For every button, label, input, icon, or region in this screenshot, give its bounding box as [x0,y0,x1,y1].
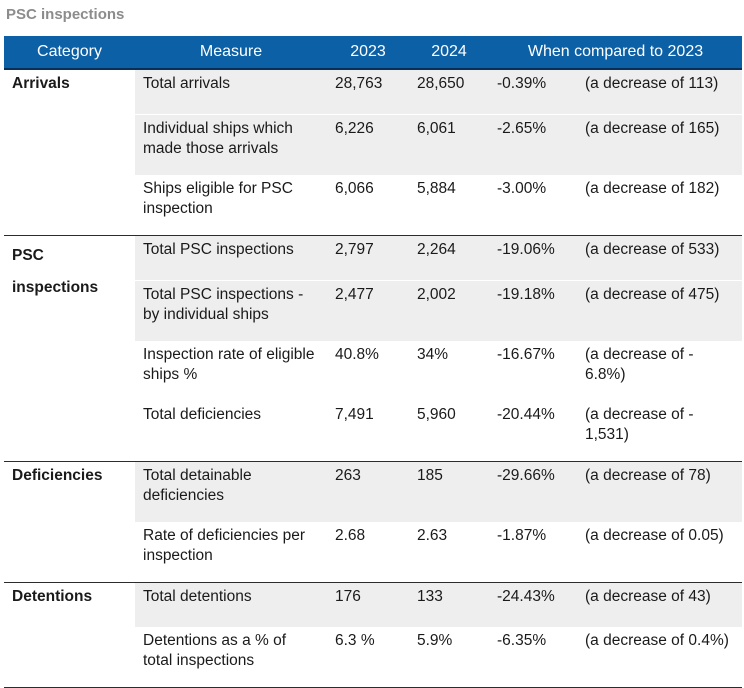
percent-change-cell: -24.43% [489,582,577,627]
measure-cell: Individual ships which made those arriva… [135,114,327,175]
category-psc-inspections: PSC inspections [4,235,135,462]
table-row: Rate of deficiencies per inspection 2.68… [4,522,742,583]
change-note-cell: (a decrease of 0.05) [577,522,742,583]
table-header-row: Category Measure 2023 2024 When compared… [4,36,742,70]
value-2024-cell: 6,061 [409,114,489,175]
change-note-cell: (a decrease of 113) [577,69,742,115]
value-2023-cell: 6.3 % [327,627,409,688]
header-measure: Measure [135,36,327,70]
page-title: PSC inspections [6,6,125,23]
measure-cell: Total PSC inspections [135,235,327,281]
change-note-cell: (a decrease of - 6.8%) [585,346,694,383]
table-row: Total PSC inspections - by individual sh… [4,280,742,341]
measure-cell: Total PSC inspections - by individual sh… [135,280,327,341]
value-2024-cell: 133 [409,582,489,627]
percent-change-cell: -29.66% [489,461,577,522]
category-line: PSC [12,247,44,264]
percent-change-cell: -6.35% [489,627,577,688]
value-2023-cell: 40.8% [335,346,379,363]
table-row: Individual ships which made those arriva… [4,114,742,175]
category-line: inspections [12,279,99,296]
value-2023-cell: 28,763 [327,69,409,115]
value-2024-cell: 5.9% [409,627,489,688]
table-row: PSC inspections Total PSC inspections 2,… [4,235,742,462]
table-row: Inspection rate of eligible ships % 40.8… [4,341,742,401]
percent-change-cell: -20.44% [489,401,577,462]
percent-change-cell: -19.06% [489,235,577,281]
psc-inspections-table: Category Measure 2023 2024 When compared… [4,36,742,688]
value-2023-cell: 2.68 [327,522,409,583]
change-note-cell: (a decrease of 78) [577,461,742,522]
percent-change-cell: -3.00% [489,175,577,236]
table-row: Detentions Total detentions 176 133 -24.… [4,582,742,688]
measure-cell: Ships eligible for PSC inspection [135,175,327,236]
measure-cell: Inspection rate of eligible ships % [143,346,315,383]
value-2023-cell: 2,797 [327,235,409,281]
category-arrivals: Arrivals [4,69,135,236]
table-row: Ships eligible for PSC inspection 6,066 … [4,175,742,236]
value-2023-cell: 6,226 [327,114,409,175]
change-note-cell: (a decrease of 43) [577,582,742,627]
measure-cell: Total detentions [135,582,327,627]
value-2024-cell: 5,960 [409,401,489,462]
percent-change-cell: -19.18% [489,280,577,341]
change-note-cell: (a decrease of 0.4%) [577,627,742,688]
value-2023-cell: 2,477 [327,280,409,341]
change-note-cell: (a decrease of - 1,531) [577,401,742,462]
value-2024-cell: 185 [409,461,489,522]
value-2024-cell: 2,264 [409,235,489,281]
percent-change-cell: -1.87% [489,522,577,583]
table-row: Arrivals Total arrivals 28,763 28,650 -0… [4,69,742,236]
value-2024-cell: 5,884 [409,175,489,236]
change-note-cell: (a decrease of 182) [577,175,742,236]
header-category: Category [4,36,135,70]
value-2023-cell: 7,491 [327,401,409,462]
value-2023-cell: 6,066 [327,175,409,236]
value-2023-cell: 263 [327,461,409,522]
percent-change-cell: -2.65% [489,114,577,175]
value-2024-cell: 28,650 [409,69,489,115]
value-2024-cell: 2,002 [409,280,489,341]
value-2024-cell: 34% [417,346,449,363]
header-2023: 2023 [327,36,409,70]
measure-cell: Detentions as a % of total inspections [135,627,327,688]
measure-cell: Total detainable deficiencies [135,461,327,522]
measure-cell: Total arrivals [135,69,327,115]
percent-change-cell: -0.39% [489,69,577,115]
value-2023-cell: 176 [327,582,409,627]
header-2024: 2024 [409,36,489,70]
measure-cell: Total deficiencies [135,401,327,462]
category-detentions: Detentions [4,582,135,688]
change-note-cell: (a decrease of 533) [577,235,742,281]
measure-cell: Rate of deficiencies per inspection [135,522,327,583]
table-row: Total deficiencies 7,491 5,960 -20.44% (… [4,401,742,462]
change-note-cell: (a decrease of 165) [577,114,742,175]
category-deficiencies: Deficiencies [4,461,135,583]
table-row: Deficiencies Total detainable deficienci… [4,461,742,583]
value-2024-cell: 2.63 [409,522,489,583]
percent-change-cell: -16.67% [497,346,555,363]
change-note-cell: (a decrease of 475) [577,280,742,341]
header-when-compared: When compared to 2023 [489,36,742,70]
